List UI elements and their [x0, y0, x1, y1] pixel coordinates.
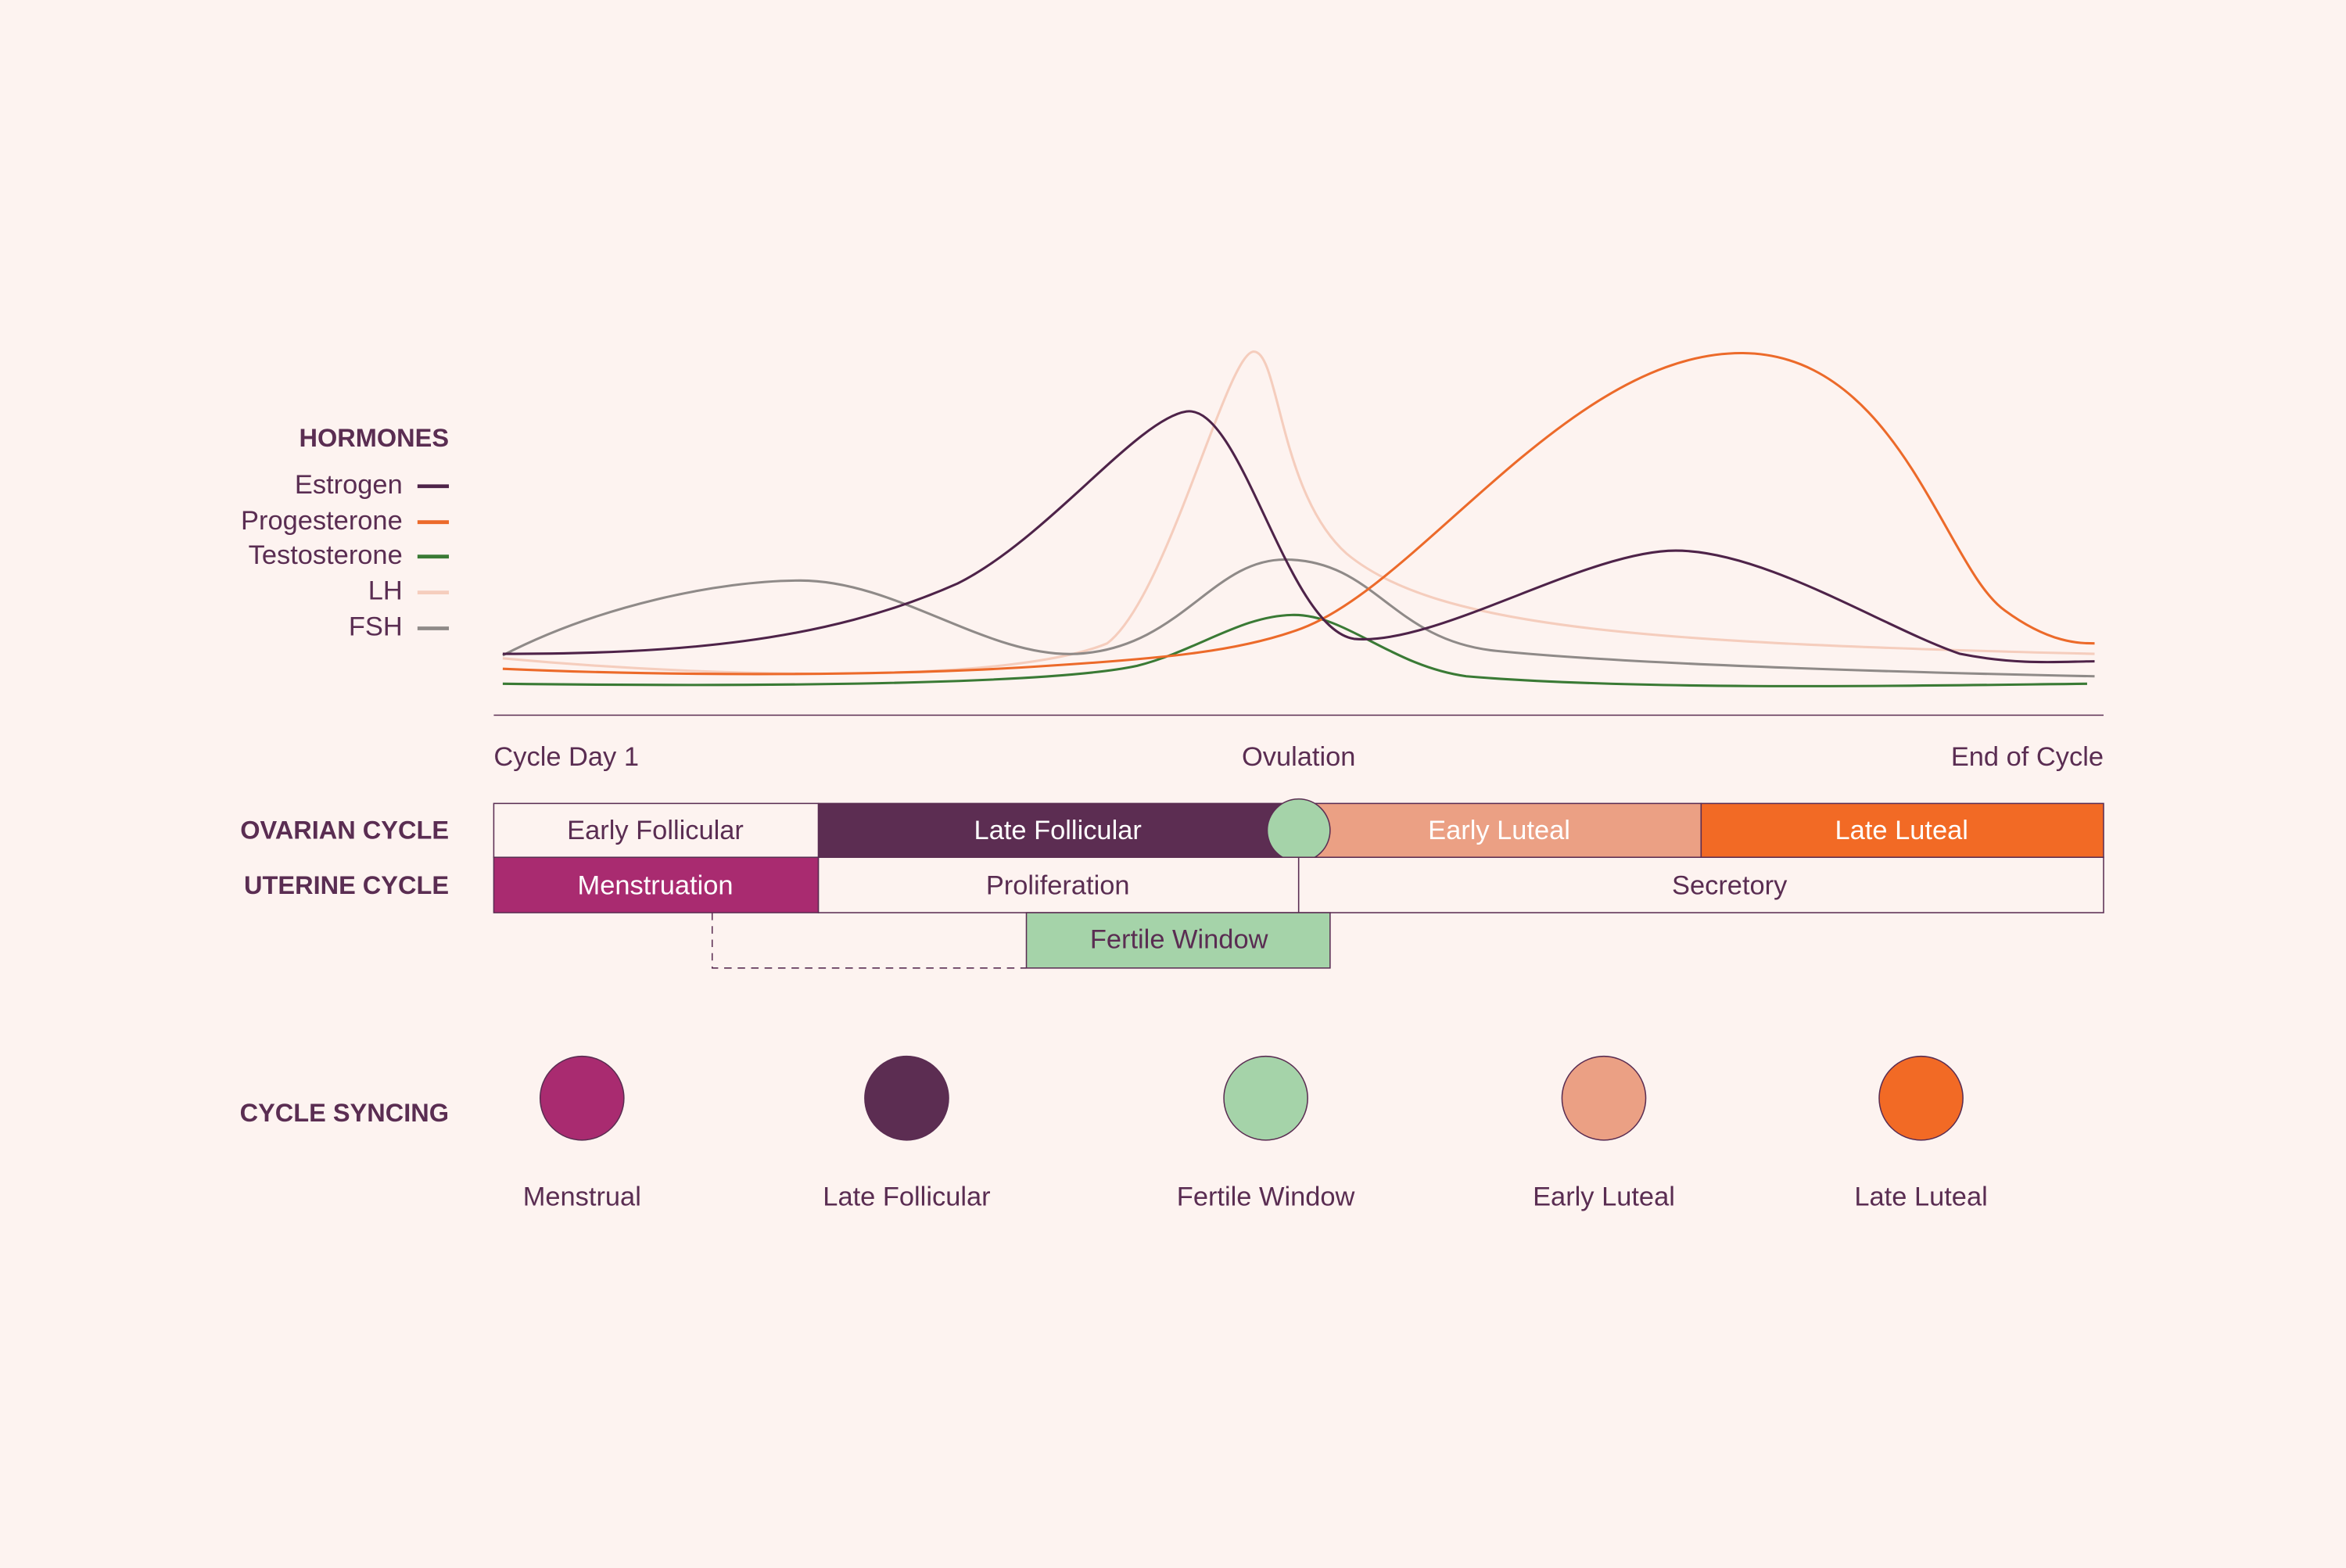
- sync-circle: [539, 1055, 625, 1141]
- sync-label: Fertile Window: [1177, 1182, 1355, 1212]
- sync-circle: [1878, 1055, 1964, 1141]
- syncing-label: CYCLE SYNCING: [240, 1099, 449, 1127]
- sync-circle: [1223, 1055, 1308, 1141]
- phase-label: Secretory: [1672, 871, 1788, 901]
- phase-cell: [817, 856, 1300, 913]
- sync-label: Early Luteal: [1533, 1182, 1675, 1212]
- legend-label: FSH: [349, 612, 403, 642]
- timeline-label: Cycle Day 1: [493, 742, 639, 772]
- legend-label: Progesterone: [241, 506, 403, 536]
- legend-label: LH: [368, 576, 403, 606]
- sync-label: Late Luteal: [1854, 1182, 1987, 1212]
- phase-cell: [1297, 856, 2104, 913]
- ovarian-label: OVARIAN CYCLE: [240, 816, 449, 844]
- sync-circle: [864, 1055, 949, 1141]
- sync-label: Menstrual: [523, 1182, 641, 1212]
- hormones-title: HORMONES: [300, 424, 450, 452]
- phase-cell: [1700, 802, 2104, 859]
- phase-label: Early Luteal: [1428, 816, 1570, 845]
- timeline-label: Ovulation: [1242, 742, 1355, 772]
- phase-label: Late Follicular: [974, 816, 1142, 845]
- fertile-connector: [711, 913, 1027, 969]
- sync-label: Late Follicular: [823, 1182, 990, 1212]
- testosterone-curve: [502, 613, 2087, 687]
- uterine-label: UTERINE CYCLE: [244, 871, 449, 899]
- estrogen-curve: [502, 410, 2095, 664]
- legend-label: Estrogen: [295, 470, 403, 500]
- phase-cell: [493, 856, 820, 913]
- fertile-window-label: Fertile Window: [1090, 924, 1268, 954]
- fertile-window-box: [1025, 912, 1331, 969]
- ovulation-marker: [1266, 798, 1331, 863]
- progesterone-curve: [502, 351, 2095, 676]
- phase-cell: [817, 802, 1300, 859]
- phase-label: Early Follicular: [567, 816, 744, 845]
- timeline-label: End of Cycle: [1951, 742, 2104, 772]
- phase-label: Proliferation: [986, 871, 1130, 901]
- sync-circle: [1561, 1055, 1647, 1141]
- phase-label: Menstruation: [578, 871, 734, 901]
- phase-cell: [493, 802, 820, 859]
- phase-label: Late Luteal: [1835, 816, 1968, 845]
- fsh-curve: [502, 558, 2095, 678]
- legend-label: Testosterone: [249, 540, 403, 570]
